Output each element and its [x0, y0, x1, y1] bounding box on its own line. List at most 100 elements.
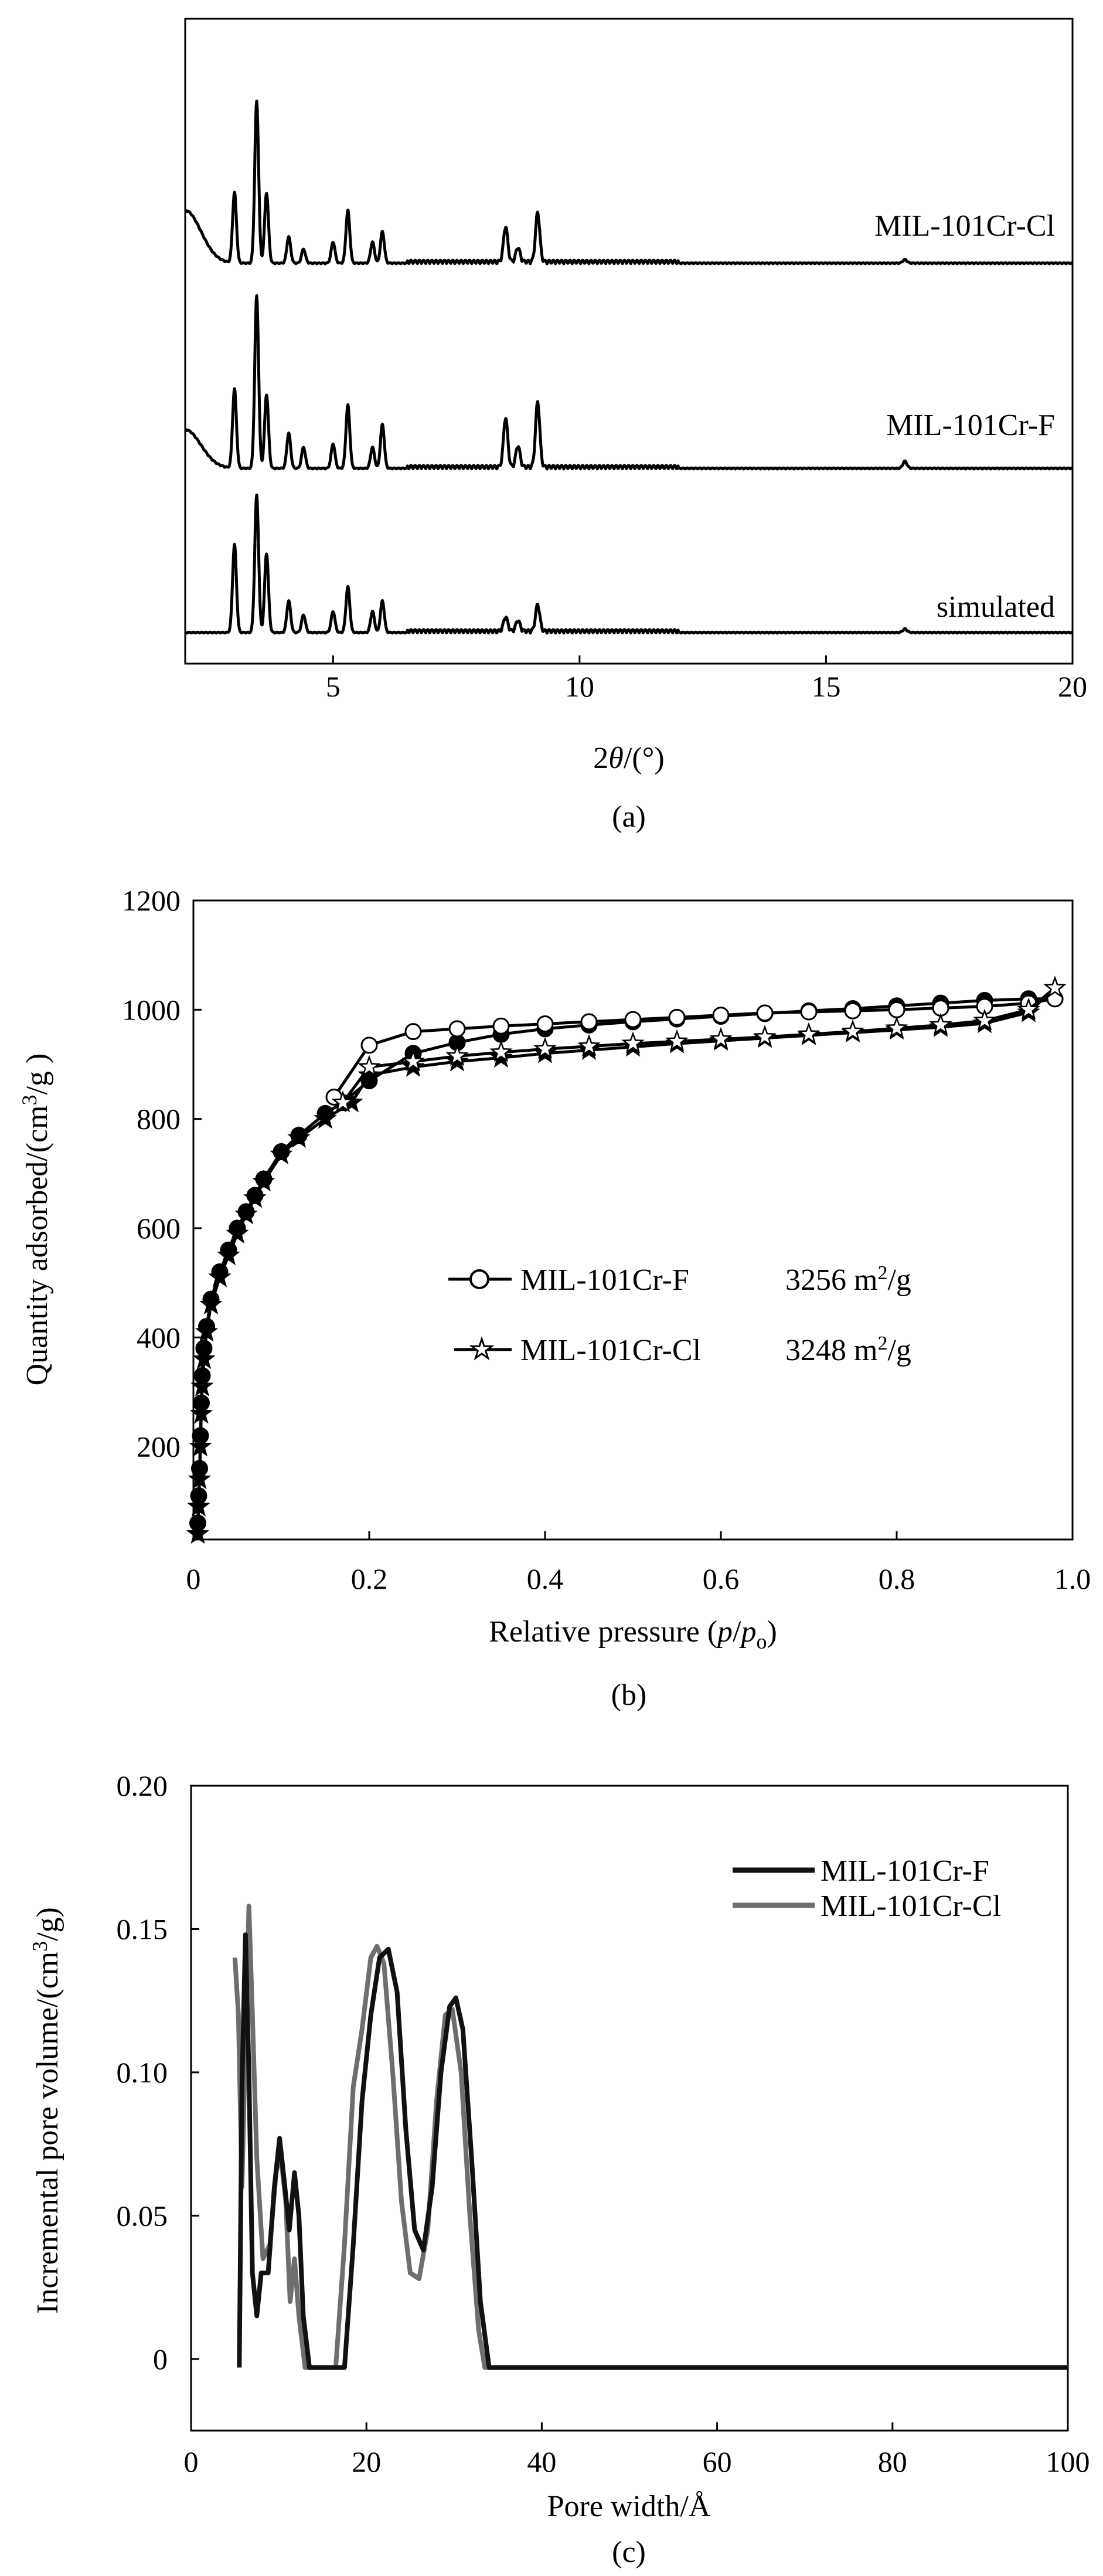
isotherm-point-cl — [358, 1055, 381, 1077]
legend-star-marker — [469, 1336, 495, 1361]
isotherm-point-cl — [208, 1265, 232, 1287]
panel-c-y-tick-label: 0.15 — [117, 1912, 168, 1945]
isotherm-adsorption-MIL-101Cr-F — [196, 997, 1055, 1524]
panel-a-series — [184, 99, 1073, 635]
panel-c-x-axis-label: Pore width/Å — [547, 2490, 711, 2523]
panel-b-y-tick-label: 1000 — [122, 993, 181, 1026]
legend-c-label-f: MIL-101Cr-F — [821, 1854, 989, 1888]
isotherm-point-cl — [797, 1022, 821, 1044]
panel-c-y-tick-label: 0.05 — [117, 2199, 168, 2232]
panel-c-x-ticks: 0 20 40 60 80 100 — [184, 2422, 1090, 2478]
isotherm-point-cl — [287, 1126, 311, 1148]
panel-c-legend: MIL-101Cr-F MIL-101Cr-Cl — [733, 1854, 1001, 1923]
isotherm-point-cl — [187, 1494, 210, 1517]
isotherm-point-cl — [189, 1434, 212, 1457]
panel-b-y-tick-label: 400 — [137, 1321, 181, 1354]
legend-circle-marker — [469, 1269, 489, 1289]
isotherm-point-f — [888, 1001, 905, 1018]
isotherm-point-cl — [445, 1044, 469, 1066]
isotherm-point-f — [404, 1023, 422, 1041]
panel-b-x-ticks: 0 0.2 0.4 0.6 0.8 1.0 — [186, 1531, 1091, 1595]
panel-c-frame — [190, 1785, 1069, 2432]
panel-a-label-f: MIL-101Cr-F — [886, 409, 1055, 442]
isotherm-point-cl — [929, 1012, 952, 1035]
panel-c-y-tick-label: 0.10 — [117, 2056, 168, 2089]
isotherm-point-cl — [753, 1025, 777, 1047]
legend-label-cl: MIL-101Cr-Cl — [520, 1334, 701, 1367]
isotherm-point-f — [448, 1020, 466, 1038]
isotherm-point-cl — [841, 1019, 864, 1042]
panel-a-x-axis-label: 2θ/(°) — [593, 742, 664, 775]
panel-c-y-axis-label: Incremental pore volume/(cm3/g) — [28, 1907, 64, 2314]
panel-a-x-tick-label: 5 — [326, 670, 341, 703]
isotherm-point-f — [844, 1002, 862, 1019]
isotherm-point-cl — [314, 1106, 337, 1129]
isotherm-point-f — [536, 1015, 554, 1033]
panel-b-x-tick-label: 1.0 — [1054, 1562, 1091, 1595]
panel-b-y-axis-label: Quantity adsorbed/(cm3/g ) — [18, 1053, 54, 1386]
panel-b-x-tick-label: 0.8 — [879, 1562, 915, 1595]
panel-b-x-tick-label: 0.6 — [703, 1562, 740, 1595]
panel-c-y-tick-label: 0 — [153, 2343, 168, 2376]
xrd-pattern-MIL-101Cr-Cl — [184, 99, 1073, 266]
panel-c-y-tick-label: 0.20 — [117, 1769, 168, 1802]
xrd-pattern-simulated — [184, 493, 1073, 635]
panel-a-x-tick-label: 10 — [565, 670, 594, 703]
isotherm-point-cl — [195, 1320, 219, 1342]
isotherm-point-cl — [199, 1292, 223, 1315]
isotherm-point-f — [580, 1013, 598, 1031]
panel-b-x-tick-label: 0.4 — [527, 1562, 564, 1595]
panel-c-x-tick-label: 80 — [878, 2445, 907, 2478]
isotherm-point-cl — [973, 1008, 996, 1031]
isotherm-point-cl — [401, 1049, 425, 1072]
panel-b-frame — [192, 899, 1074, 1541]
legend-label-f: MIL-101Cr-F — [520, 1263, 689, 1297]
isotherm-point-cl — [252, 1170, 275, 1192]
isotherm-point-cl — [1017, 997, 1040, 1020]
xrd-pattern-MIL-101Cr-F — [184, 294, 1073, 471]
panel-b-y-tick-label: 1200 — [122, 884, 181, 917]
panel-c-x-tick-label: 60 — [703, 2445, 732, 2478]
isotherm-point-cl — [331, 1090, 355, 1113]
panel-b-x-tick-label: 0 — [186, 1562, 201, 1595]
panel-b-y-tick-label: 800 — [137, 1103, 181, 1136]
panel-a-frame — [184, 18, 1074, 665]
panel-c-caption: (c) — [612, 2536, 646, 2569]
panel-b-series — [186, 976, 1067, 1544]
isotherm-point-f — [624, 1011, 642, 1028]
legend-area-f: 3256 m2/g — [785, 1262, 911, 1297]
legend-area-cl: 3248 m2/g — [785, 1333, 911, 1367]
isotherm-point-cl — [190, 1374, 214, 1396]
panel-a-label-simulated: simulated — [937, 590, 1055, 624]
panel-a-caption: (a) — [612, 800, 646, 834]
isotherm-point-cl — [489, 1040, 513, 1062]
panel-c-pore-size: 0 20 40 60 80 100 0 0.05 0.10 0.15 0.20 MIL-101Cr… — [28, 1769, 1090, 2569]
isotherm-point-cl — [665, 1029, 689, 1052]
isotherm-point-cl — [188, 1467, 212, 1490]
panel-c-x-tick-label: 20 — [352, 2445, 381, 2478]
isotherm-point-cl — [226, 1221, 249, 1243]
panel-a-xrd: 5 10 15 20 MIL-101Cr-Cl MIL-101Cr-F simulat… — [184, 18, 1087, 834]
isotherm-point-cl — [533, 1036, 557, 1059]
isotherm-point-cl — [358, 1063, 381, 1085]
isotherm-point-f — [800, 1003, 818, 1021]
panel-b-x-axis-label: Relative pressure (p/po) — [489, 1615, 777, 1653]
isotherm-point-cl — [186, 1522, 210, 1544]
panel-b-y-tick-label: 200 — [137, 1430, 181, 1463]
isotherm-point-cl — [189, 1402, 213, 1424]
isotherm-adsorption-MIL-101Cr-Cl — [196, 987, 1056, 1534]
isotherm-point-f — [492, 1017, 510, 1035]
panel-b-caption: (b) — [611, 1678, 647, 1712]
isotherm-point-cl — [192, 1347, 216, 1369]
panel-c-x-tick-label: 0 — [184, 2445, 199, 2478]
panel-b-x-tick-label: 0.2 — [351, 1562, 388, 1595]
isotherm-point-cl — [270, 1142, 293, 1164]
isotherm-point-cl — [217, 1243, 240, 1266]
panel-b-isotherm: 0 0.2 0.4 0.6 0.8 1.0 200 400 600 800 1000 1200 MI… — [18, 884, 1091, 1712]
isotherm-point-f — [756, 1004, 774, 1022]
psd-line-MIL-101Cr-F — [237, 1932, 1068, 2370]
isotherm-point-f — [712, 1007, 730, 1024]
isotherm-point-cl — [709, 1027, 733, 1049]
isotherm-point-cl — [577, 1034, 601, 1056]
